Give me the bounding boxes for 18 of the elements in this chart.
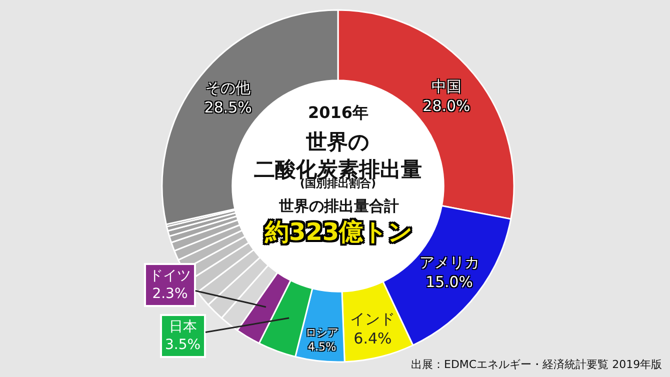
text: 出展：EDMCエネルギー・経済統計要覧 2019年版 [411, 358, 662, 371]
data-label: 2.3% [152, 286, 188, 302]
text: 約323億トン [264, 218, 414, 246]
data-label: 28.0% [422, 97, 470, 115]
data-label: 4.5% [308, 340, 336, 354]
slice-label: 日本 [168, 319, 197, 335]
slice-label: ドイツ [149, 268, 191, 284]
text: 世界の排出量合計 [278, 197, 399, 215]
text: 2016年 [308, 103, 369, 122]
slice-label: 中国 [431, 78, 462, 96]
slice-label: ロシア [306, 326, 339, 339]
slice-label: その他 [206, 79, 251, 98]
data-label: 28.5% [204, 98, 252, 117]
data-label: 6.4% [354, 329, 392, 348]
data-label: 15.0% [426, 272, 473, 291]
slice-label: インド [350, 310, 396, 328]
slice-label: アメリカ [419, 254, 480, 272]
data-label: 3.5% [165, 337, 201, 354]
